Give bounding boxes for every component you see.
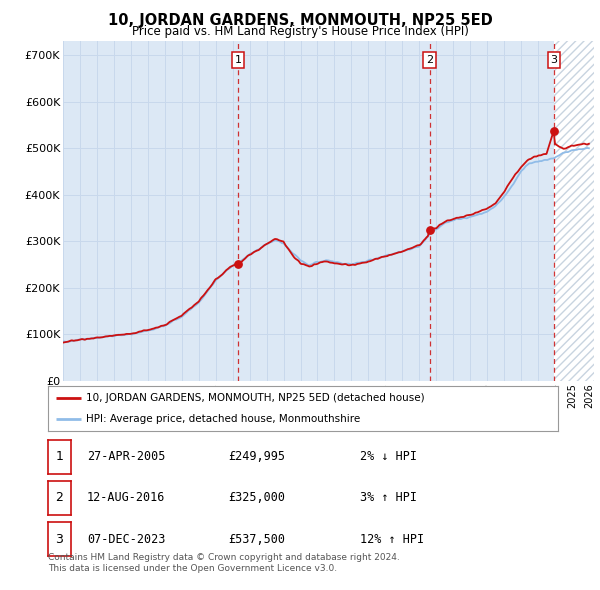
Text: 12-AUG-2016: 12-AUG-2016 bbox=[87, 491, 166, 504]
Text: 3% ↑ HPI: 3% ↑ HPI bbox=[360, 491, 417, 504]
Text: 10, JORDAN GARDENS, MONMOUTH, NP25 5ED: 10, JORDAN GARDENS, MONMOUTH, NP25 5ED bbox=[107, 13, 493, 28]
Text: 1: 1 bbox=[55, 450, 64, 463]
Text: Contains HM Land Registry data © Crown copyright and database right 2024.
This d: Contains HM Land Registry data © Crown c… bbox=[48, 553, 400, 573]
Text: 27-APR-2005: 27-APR-2005 bbox=[87, 450, 166, 463]
Text: 10, JORDAN GARDENS, MONMOUTH, NP25 5ED (detached house): 10, JORDAN GARDENS, MONMOUTH, NP25 5ED (… bbox=[86, 394, 425, 404]
Text: 12% ↑ HPI: 12% ↑ HPI bbox=[360, 533, 424, 546]
Text: HPI: Average price, detached house, Monmouthshire: HPI: Average price, detached house, Monm… bbox=[86, 414, 361, 424]
Text: 07-DEC-2023: 07-DEC-2023 bbox=[87, 533, 166, 546]
Text: 2% ↓ HPI: 2% ↓ HPI bbox=[360, 450, 417, 463]
Text: Price paid vs. HM Land Registry's House Price Index (HPI): Price paid vs. HM Land Registry's House … bbox=[131, 25, 469, 38]
Point bbox=[233, 260, 243, 269]
Point bbox=[549, 126, 559, 136]
Text: 2: 2 bbox=[426, 55, 433, 65]
Text: £325,000: £325,000 bbox=[228, 491, 285, 504]
Text: 3: 3 bbox=[55, 533, 64, 546]
Text: 3: 3 bbox=[550, 55, 557, 65]
Text: £249,995: £249,995 bbox=[228, 450, 285, 463]
Point bbox=[425, 225, 434, 234]
Bar bbox=[554, 41, 600, 381]
Text: £537,500: £537,500 bbox=[228, 533, 285, 546]
Text: 1: 1 bbox=[235, 55, 242, 65]
Text: 2: 2 bbox=[55, 491, 64, 504]
